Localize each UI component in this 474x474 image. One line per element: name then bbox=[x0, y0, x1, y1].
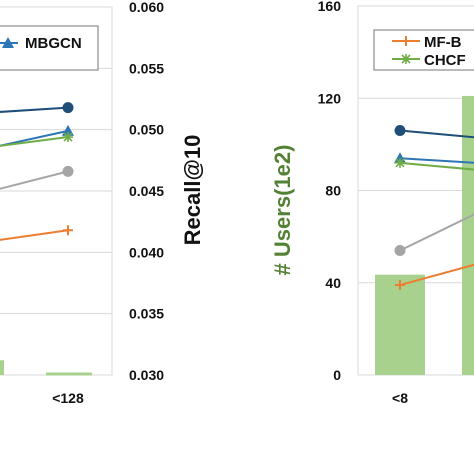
left-series-mbgcn bbox=[0, 124, 74, 147]
legend-marker bbox=[2, 37, 14, 48]
right-bar bbox=[375, 274, 425, 375]
left-series-circle bbox=[0, 165, 74, 190]
data-point bbox=[394, 244, 406, 256]
series-line bbox=[0, 106, 69, 113]
right-series-circle bbox=[394, 213, 474, 256]
left-y2-tick-label: 0.040 bbox=[129, 244, 164, 260]
data-point bbox=[395, 157, 405, 168]
right-y-tick-label: 120 bbox=[318, 90, 342, 106]
legend-label-mf-b: MF-B bbox=[424, 34, 462, 51]
data-point bbox=[62, 165, 74, 177]
left-bar bbox=[0, 360, 4, 375]
series-line bbox=[399, 157, 474, 164]
data-point bbox=[62, 102, 74, 114]
left-series-circle bbox=[0, 102, 74, 114]
series-line bbox=[399, 213, 474, 252]
right-y-tick-label: 80 bbox=[325, 183, 341, 199]
right-series-chcf bbox=[395, 157, 474, 171]
legend-label-mbgcn: MBGCN bbox=[25, 35, 82, 52]
legend-marker bbox=[401, 36, 411, 46]
left-y2-tick-label: 0.050 bbox=[129, 122, 164, 138]
left-y2-tick-label: 0.055 bbox=[129, 60, 164, 76]
series-line bbox=[399, 129, 474, 139]
series-line bbox=[0, 229, 69, 241]
left-series-star bbox=[0, 132, 73, 147]
left-y2-tick-label: 0.060 bbox=[129, 0, 164, 15]
series-line bbox=[399, 263, 474, 287]
right-x-tick-label: <8 bbox=[392, 390, 408, 406]
left-legend: MBGCN bbox=[0, 25, 99, 71]
series-line bbox=[0, 170, 69, 190]
legend-label-chcf: CHCF bbox=[424, 52, 466, 69]
data-point bbox=[394, 125, 406, 137]
right-series-mf-b bbox=[395, 263, 474, 291]
left-y2-tick-label: 0.045 bbox=[129, 183, 164, 199]
data-point bbox=[395, 280, 405, 291]
legend-box bbox=[373, 29, 474, 71]
left-series-plus bbox=[0, 225, 73, 241]
series-line bbox=[399, 161, 474, 171]
left-x-tick-label: <128 bbox=[52, 390, 84, 406]
data-point bbox=[63, 225, 73, 236]
right-series-circle bbox=[394, 125, 474, 139]
legend-box bbox=[0, 25, 99, 71]
series-line bbox=[0, 136, 69, 147]
legend-marker bbox=[401, 54, 411, 64]
left-y2-tick-label: 0.030 bbox=[129, 367, 164, 383]
right-bar-cropped bbox=[462, 95, 474, 375]
right-y-tick-label: 160 bbox=[318, 0, 342, 14]
left-y2-axis-title: Recall@10 bbox=[180, 135, 205, 246]
data-point bbox=[63, 132, 73, 143]
right-y-tick-label: 0 bbox=[333, 367, 341, 383]
series-line bbox=[0, 129, 69, 147]
right-y-axis-title: # Users(1e2) bbox=[270, 145, 295, 276]
left-y2-tick-label: 0.035 bbox=[129, 306, 164, 322]
right-y-tick-label: 40 bbox=[325, 275, 341, 291]
